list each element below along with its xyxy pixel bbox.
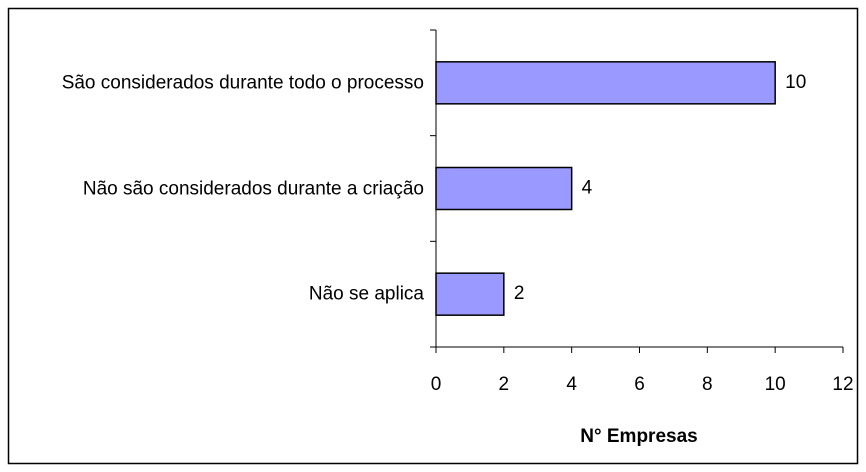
x-tick-label: 8 <box>702 374 713 395</box>
y-tick-label: Não são considerados durante a criação <box>82 178 424 199</box>
bar <box>435 61 776 105</box>
y-tick-label: São considerados durante todo o processo <box>61 72 424 94</box>
x-tick-label: 12 <box>832 374 853 395</box>
y-tick-label: Não se aplica <box>308 283 424 305</box>
bar <box>435 166 573 211</box>
x-tick-label: 10 <box>765 374 786 395</box>
bar <box>435 272 505 316</box>
value-label: 10 <box>785 72 806 93</box>
x-tick-label: 0 <box>431 374 442 395</box>
x-tick-label: 6 <box>634 374 645 395</box>
value-label: 2 <box>514 283 525 304</box>
x-tick-label: 2 <box>499 374 510 395</box>
x-tick-label: 4 <box>566 374 577 395</box>
x-axis-title: N° Empresas <box>580 426 697 447</box>
value-label: 4 <box>582 178 593 199</box>
